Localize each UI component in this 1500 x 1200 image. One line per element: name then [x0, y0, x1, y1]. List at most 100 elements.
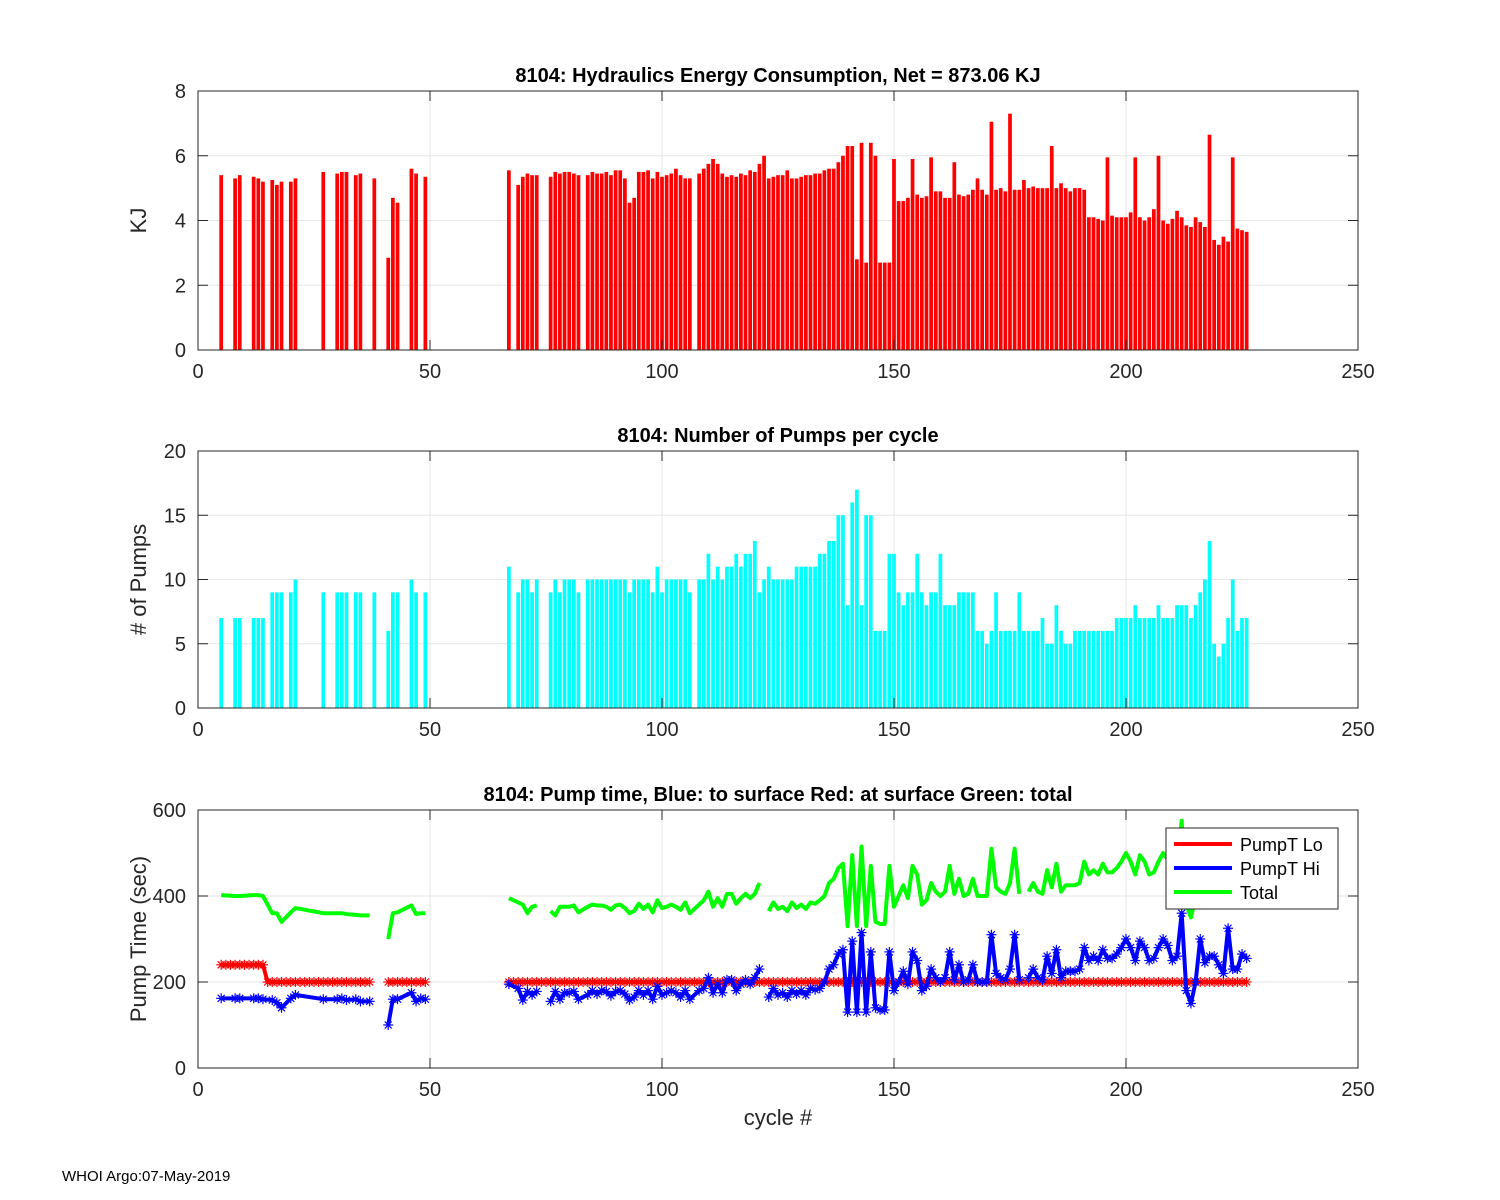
- bar: [1151, 618, 1156, 708]
- marker-stroke: [1010, 930, 1019, 939]
- marker-stroke: [356, 997, 365, 1006]
- bar: [994, 592, 998, 708]
- data-point: [684, 994, 695, 1005]
- bar: [1068, 643, 1073, 708]
- marker-stroke: [1098, 945, 1107, 954]
- bar: [975, 630, 980, 708]
- bar: [414, 592, 418, 708]
- marker-stroke: [667, 986, 676, 995]
- data-point: [364, 977, 375, 987]
- marker-stroke: [1196, 935, 1205, 943]
- bar: [752, 171, 757, 350]
- marker-stroke: [597, 986, 606, 995]
- marker-stroke: [546, 997, 555, 1006]
- marker-stroke: [787, 986, 796, 995]
- marker-stroke: [811, 985, 820, 994]
- bar: [859, 142, 864, 350]
- data-point: [981, 977, 992, 987]
- bar: [831, 540, 836, 708]
- y-axis-label: Pump Time (sec): [126, 856, 151, 1022]
- marker-stroke: [1182, 986, 1191, 995]
- data-point: [216, 993, 227, 1004]
- bar: [1031, 630, 1036, 708]
- marker-stroke: [1154, 943, 1163, 952]
- marker-stroke: [857, 928, 866, 937]
- data-point: [763, 992, 774, 1003]
- bar: [335, 592, 340, 708]
- bar: [1045, 643, 1049, 708]
- bar: [947, 197, 952, 350]
- data-point: [791, 989, 802, 1000]
- data-point: [257, 994, 268, 1005]
- bar: [776, 175, 780, 350]
- data-point: [902, 979, 913, 990]
- bar: [321, 592, 326, 708]
- bar: [1147, 217, 1152, 350]
- marker-stroke: [1242, 954, 1251, 963]
- data-point: [1223, 923, 1234, 934]
- bar: [952, 605, 957, 708]
- chart-1: 0 50 100 150 200 250 0 2 4 6 8 8104: Hydraulics Ene…: [126, 65, 1375, 383]
- bar: [892, 553, 896, 708]
- marker-stroke: [1131, 956, 1140, 965]
- bar: [1179, 605, 1184, 708]
- bar: [674, 168, 678, 350]
- bar: [813, 173, 817, 350]
- bar: [423, 176, 428, 350]
- marker-stroke: [848, 937, 857, 946]
- marker-stroke: [514, 984, 523, 993]
- bar: [1124, 217, 1128, 350]
- bar: [850, 502, 855, 708]
- legend: PumpT Lo PumpT Hi Total: [1165, 827, 1339, 910]
- bar: [590, 579, 595, 708]
- bar: [864, 262, 869, 350]
- bar: [358, 592, 363, 708]
- bar: [822, 553, 827, 708]
- bar: [822, 170, 827, 350]
- bar: [632, 197, 637, 350]
- bar: [808, 566, 813, 708]
- bar: [836, 162, 841, 350]
- bar: [678, 175, 683, 350]
- data-point: [601, 986, 612, 997]
- bar: [507, 566, 511, 708]
- bar: [803, 566, 808, 708]
- marker-stroke: [574, 995, 583, 1004]
- y-tick-label: 4: [175, 211, 186, 233]
- bar: [669, 579, 674, 708]
- marker-stroke: [588, 986, 597, 995]
- data-point: [1176, 908, 1187, 919]
- bar: [984, 643, 989, 708]
- data-point: [995, 972, 1006, 983]
- bar: [1022, 180, 1026, 350]
- bar: [1119, 618, 1124, 708]
- bar: [353, 175, 358, 350]
- x-tick-label: 250: [1341, 719, 1374, 741]
- data-point: [1185, 998, 1196, 1009]
- bar: [585, 175, 590, 350]
- data-point: [615, 985, 626, 996]
- data-point: [1134, 936, 1145, 947]
- data-point: [819, 977, 830, 987]
- data-point: [814, 983, 825, 994]
- marker-stroke: [1057, 973, 1065, 982]
- bar: [1147, 618, 1152, 708]
- data-point: [1209, 951, 1220, 962]
- data-point: [1199, 957, 1210, 968]
- bar: [358, 173, 363, 350]
- marker-stroke: [992, 969, 1001, 978]
- y-tick-label: 600: [153, 800, 186, 822]
- data-point: [1190, 977, 1201, 987]
- data-point: [675, 992, 686, 1003]
- bar: [1161, 220, 1165, 350]
- bar: [1175, 210, 1179, 350]
- marker-stroke: [653, 982, 662, 991]
- marker-stroke: [1173, 952, 1181, 961]
- marker-stroke: [272, 998, 281, 1007]
- data-point: [749, 972, 760, 983]
- bar: [938, 191, 943, 350]
- data-point: [276, 1002, 287, 1013]
- bar: [739, 173, 743, 350]
- marker-stroke: [1015, 975, 1024, 984]
- bar: [650, 178, 655, 350]
